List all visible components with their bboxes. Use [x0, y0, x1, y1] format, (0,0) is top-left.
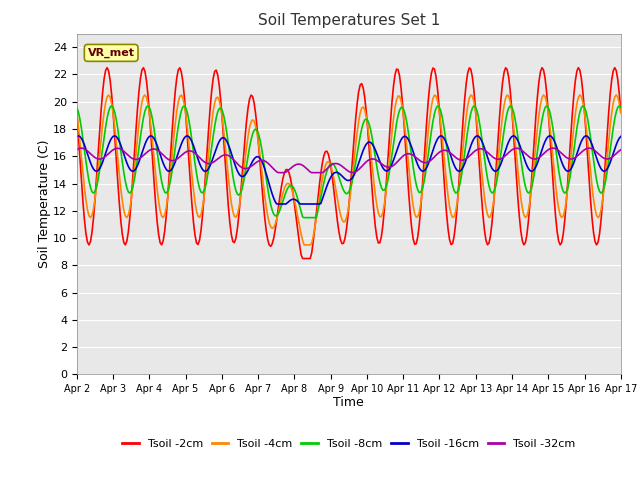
- Tsoil -32cm: [617, 147, 625, 153]
- Tsoil -4cm: [262, 204, 270, 210]
- Title: Soil Temperatures Set 1: Soil Temperatures Set 1: [258, 13, 440, 28]
- Tsoil -16cm: [617, 133, 625, 139]
- Tsoil -16cm: [273, 201, 281, 207]
- Tsoil -2cm: [588, 215, 596, 221]
- Tsoil -8cm: [300, 215, 308, 220]
- Tsoil -32cm: [589, 147, 597, 153]
- Tsoil -8cm: [140, 115, 147, 120]
- Tsoil -32cm: [312, 170, 320, 176]
- Tsoil -32cm: [585, 145, 593, 151]
- Line: Tsoil -8cm: Tsoil -8cm: [77, 106, 621, 217]
- Tsoil -8cm: [73, 105, 81, 110]
- Line: Tsoil -16cm: Tsoil -16cm: [77, 136, 621, 204]
- Tsoil -4cm: [612, 92, 620, 98]
- Line: Tsoil -2cm: Tsoil -2cm: [77, 68, 621, 259]
- Legend: Tsoil -2cm, Tsoil -4cm, Tsoil -8cm, Tsoil -16cm, Tsoil -32cm: Tsoil -2cm, Tsoil -4cm, Tsoil -8cm, Tsoi…: [118, 434, 580, 454]
- X-axis label: Time: Time: [333, 396, 364, 408]
- Tsoil -16cm: [264, 176, 271, 182]
- Text: VR_met: VR_met: [88, 48, 134, 58]
- Tsoil -2cm: [235, 211, 243, 217]
- Tsoil -2cm: [262, 228, 270, 233]
- Tsoil -32cm: [73, 147, 81, 153]
- Y-axis label: Soil Temperature (C): Soil Temperature (C): [38, 140, 51, 268]
- Line: Tsoil -32cm: Tsoil -32cm: [77, 148, 621, 173]
- Tsoil -4cm: [312, 216, 320, 222]
- Tsoil -32cm: [275, 170, 282, 176]
- Tsoil -16cm: [589, 146, 597, 152]
- Tsoil -2cm: [299, 256, 307, 262]
- Tsoil -8cm: [616, 103, 623, 109]
- Tsoil -32cm: [235, 162, 243, 168]
- Tsoil -2cm: [611, 65, 619, 71]
- Tsoil -8cm: [588, 146, 596, 152]
- Tsoil -4cm: [140, 94, 147, 99]
- Tsoil -2cm: [253, 125, 261, 131]
- Tsoil -8cm: [262, 176, 270, 181]
- Tsoil -4cm: [73, 110, 81, 116]
- Tsoil -8cm: [617, 105, 625, 110]
- Tsoil -16cm: [255, 154, 262, 160]
- Tsoil -32cm: [140, 153, 147, 158]
- Tsoil -8cm: [312, 215, 320, 220]
- Tsoil -16cm: [314, 201, 321, 207]
- Tsoil -16cm: [73, 133, 81, 139]
- Tsoil -4cm: [253, 131, 261, 137]
- Line: Tsoil -4cm: Tsoil -4cm: [77, 95, 621, 245]
- Tsoil -8cm: [253, 128, 261, 133]
- Tsoil -2cm: [617, 109, 625, 115]
- Tsoil -16cm: [237, 173, 244, 179]
- Tsoil -4cm: [235, 205, 243, 211]
- Tsoil -16cm: [141, 141, 149, 147]
- Tsoil -32cm: [253, 159, 261, 165]
- Tsoil -2cm: [312, 212, 320, 217]
- Tsoil -16cm: [74, 133, 82, 139]
- Tsoil -32cm: [262, 159, 270, 165]
- Tsoil -8cm: [235, 192, 243, 198]
- Tsoil -4cm: [588, 183, 596, 189]
- Tsoil -2cm: [140, 65, 147, 71]
- Tsoil -4cm: [617, 110, 625, 116]
- Tsoil -4cm: [300, 242, 308, 248]
- Tsoil -2cm: [73, 109, 81, 115]
